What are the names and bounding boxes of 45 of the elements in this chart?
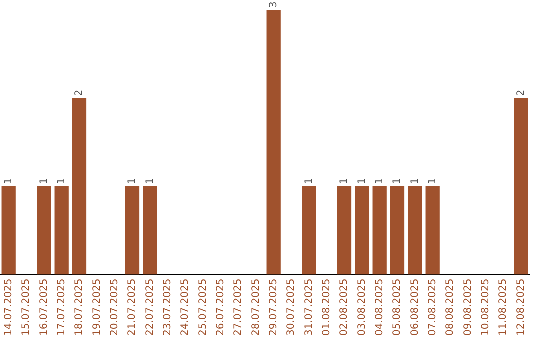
x-tick-label: 24.07.2025 xyxy=(180,278,192,336)
data-label: 1 xyxy=(392,178,404,184)
x-tick-label: 16.07.2025 xyxy=(38,278,50,336)
x-tick-label: 15.07.2025 xyxy=(21,278,32,336)
x-tick-label: 22.07.2025 xyxy=(144,278,156,336)
data-label: 1 xyxy=(356,178,368,184)
x-tick-label: 18.07.2025 xyxy=(74,278,86,336)
x-tick-label: 10.08.2025 xyxy=(480,278,492,336)
x-tick-label: 11.08.2025 xyxy=(498,278,510,336)
data-label: 1 xyxy=(410,178,421,184)
data-label: 2 xyxy=(74,90,86,96)
x-tick-label: 23.07.2025 xyxy=(162,278,174,336)
x-tick-label: 01.08.2025 xyxy=(321,278,332,336)
x-tick-label: 06.08.2025 xyxy=(410,278,421,336)
data-label: 1 xyxy=(3,178,14,184)
x-tick-label: 27.07.2025 xyxy=(233,278,244,336)
x-tick-label: 26.07.2025 xyxy=(215,278,226,336)
data-label: 1 xyxy=(127,178,138,184)
x-tick-label: 28.07.2025 xyxy=(250,278,262,336)
data-label: 3 xyxy=(268,2,280,8)
x-tick-label: 19.07.2025 xyxy=(92,278,103,336)
data-label: 1 xyxy=(339,178,350,184)
data-label: 1 xyxy=(56,178,68,184)
x-tick-label: 08.08.2025 xyxy=(445,278,456,336)
x-tick-label: 30.07.2025 xyxy=(286,278,298,336)
x-tick-label: 20.07.2025 xyxy=(109,278,120,336)
x-tick-label: 29.07.2025 xyxy=(268,278,280,336)
x-tick-label: 17.07.2025 xyxy=(56,278,68,336)
x-tick-label: 03.08.2025 xyxy=(356,278,368,336)
x-tick-label: 31.07.2025 xyxy=(304,278,315,336)
data-label: 1 xyxy=(304,178,315,184)
data-label: 2 xyxy=(516,90,527,96)
data-label: 1 xyxy=(38,178,50,184)
x-tick-label: 05.08.2025 xyxy=(392,278,404,336)
x-tick-label: 12.08.2025 xyxy=(516,278,527,336)
x-tick-label: 14.07.2025 xyxy=(3,278,14,336)
x-tick-label: 21.07.2025 xyxy=(127,278,138,336)
data-label: 1 xyxy=(374,178,386,184)
x-tick-label: 02.08.2025 xyxy=(339,278,350,336)
data-label: 1 xyxy=(144,178,156,184)
x-tick-label: 25.07.2025 xyxy=(198,278,209,336)
x-tick-label: 09.08.2025 xyxy=(462,278,474,336)
x-tick-label: 04.08.2025 xyxy=(374,278,386,336)
data-label: 1 xyxy=(427,178,438,184)
x-tick-label: 07.08.2025 xyxy=(427,278,438,336)
